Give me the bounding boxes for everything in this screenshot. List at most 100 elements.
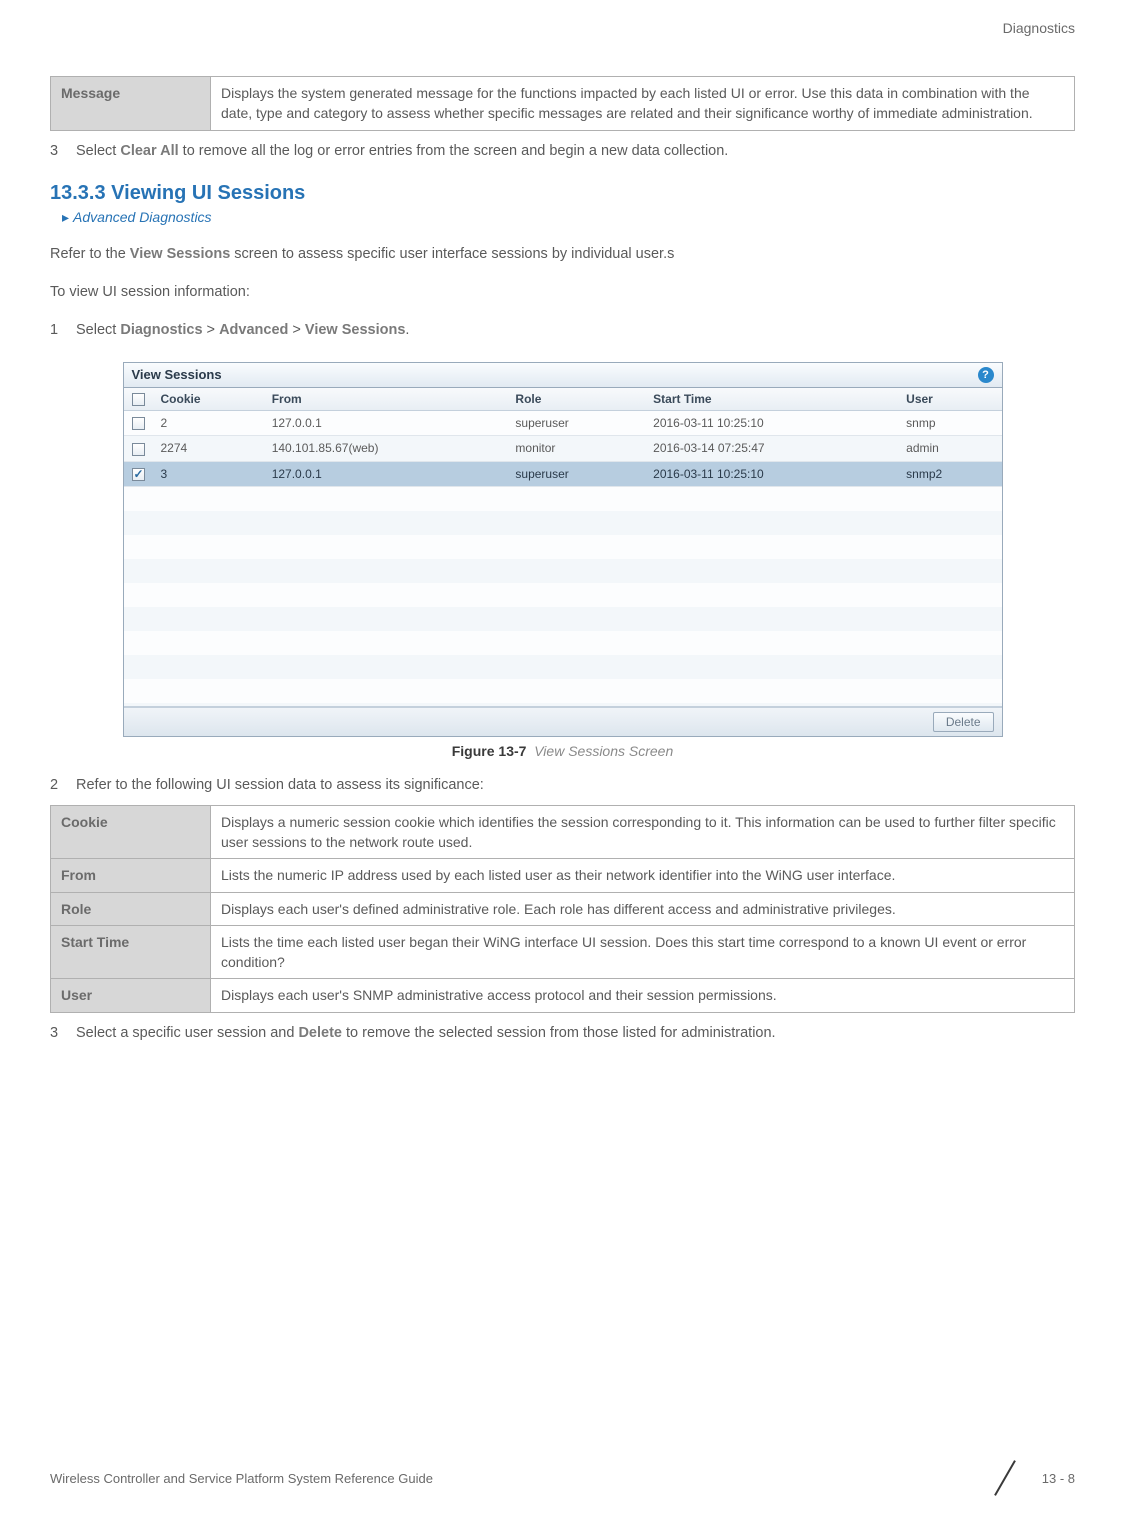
row-checkbox-cell[interactable] bbox=[124, 436, 153, 461]
row-checkbox-cell[interactable] bbox=[124, 461, 153, 486]
message-desc: Displays the system generated message fo… bbox=[211, 77, 1075, 131]
intro-paragraph-2: To view UI session information: bbox=[50, 282, 1075, 304]
checkbox-header[interactable] bbox=[124, 388, 153, 411]
message-table: Message Displays the system generated me… bbox=[50, 76, 1075, 131]
table-row: UserDisplays each user's SNMP administra… bbox=[51, 979, 1075, 1012]
figure-title: View Sessions Screen bbox=[534, 743, 673, 759]
step-text: Refer to the following UI session data t… bbox=[76, 775, 484, 797]
message-label: Message bbox=[51, 77, 211, 131]
row-checkbox-cell[interactable] bbox=[124, 410, 153, 435]
field-label: Cookie bbox=[51, 805, 211, 859]
step-number: 3 bbox=[50, 141, 76, 163]
table-row: Start TimeLists the time each listed use… bbox=[51, 925, 1075, 979]
col-start-time[interactable]: Start Time bbox=[645, 388, 898, 411]
cell-user: snmp bbox=[898, 410, 1001, 435]
text: screen to assess specific user interface… bbox=[230, 246, 674, 262]
text: Refer to the bbox=[50, 246, 130, 262]
checkbox-icon bbox=[132, 393, 145, 406]
field-label: Role bbox=[51, 892, 211, 925]
view-sessions-label: View Sessions bbox=[130, 246, 230, 262]
cell-cookie: 3 bbox=[153, 461, 264, 486]
col-role[interactable]: Role bbox=[507, 388, 645, 411]
window-titlebar: View Sessions ? bbox=[124, 363, 1002, 388]
cell-user: snmp2 bbox=[898, 461, 1001, 486]
field-desc: Lists the time each listed user began th… bbox=[211, 925, 1075, 979]
cell-cookie: 2274 bbox=[153, 436, 264, 461]
slash-icon bbox=[984, 1462, 1034, 1494]
field-label: Start Time bbox=[51, 925, 211, 979]
field-label: From bbox=[51, 859, 211, 892]
step-3-clear-all: 3 Select Clear All to remove all the log… bbox=[50, 141, 1075, 163]
cell-start: 2016-03-11 10:25:10 bbox=[645, 410, 898, 435]
step-text: Select a specific user session and Delet… bbox=[76, 1023, 776, 1045]
step-1: 1 Select Diagnostics > Advanced > View S… bbox=[50, 320, 1075, 342]
text: > bbox=[288, 322, 305, 338]
page-number: 13 - 8 bbox=[1042, 1471, 1075, 1486]
text: > bbox=[203, 322, 220, 338]
field-desc: Displays each user's defined administrat… bbox=[211, 892, 1075, 925]
step-3-delete: 3 Select a specific user session and Del… bbox=[50, 1023, 1075, 1045]
step-number: 1 bbox=[50, 320, 76, 342]
checkbox-icon bbox=[132, 468, 145, 481]
cell-from: 127.0.0.1 bbox=[264, 461, 508, 486]
step-number: 2 bbox=[50, 775, 76, 797]
step-2: 2 Refer to the following UI session data… bbox=[50, 775, 1075, 797]
field-label: User bbox=[51, 979, 211, 1012]
window-title: View Sessions bbox=[132, 367, 222, 382]
text: to remove the selected session from thos… bbox=[342, 1025, 776, 1041]
nav-advanced: Advanced bbox=[219, 322, 288, 338]
cell-start: 2016-03-14 07:25:47 bbox=[645, 436, 898, 461]
step-text: Select Clear All to remove all the log o… bbox=[76, 141, 728, 163]
text: Select a specific user session and bbox=[76, 1025, 298, 1041]
cell-from: 140.101.85.67(web) bbox=[264, 436, 508, 461]
text: . bbox=[405, 322, 409, 338]
nav-diagnostics: Diagnostics bbox=[120, 322, 202, 338]
delete-button[interactable]: Delete bbox=[933, 712, 994, 732]
field-desc: Displays a numeric session cookie which … bbox=[211, 805, 1075, 859]
view-sessions-screenshot: View Sessions ? Cookie From Role Start T… bbox=[123, 362, 1003, 737]
clear-all-label: Clear All bbox=[120, 143, 178, 159]
table-row: Message Displays the system generated me… bbox=[51, 77, 1075, 131]
table-header-row: Cookie From Role Start Time User bbox=[124, 388, 1002, 411]
text: Select bbox=[76, 322, 120, 338]
checkbox-icon bbox=[132, 443, 145, 456]
step-text: Select Diagnostics > Advanced > View Ses… bbox=[76, 320, 409, 342]
table-row[interactable]: 3127.0.0.1superuser2016-03-11 10:25:10sn… bbox=[124, 461, 1002, 486]
breadcrumb: Advanced Diagnostics bbox=[62, 209, 1075, 226]
table-footer: Delete bbox=[124, 707, 1002, 736]
section-heading: 13.3.3 Viewing UI Sessions bbox=[50, 182, 1075, 205]
text: to remove all the log or error entries f… bbox=[179, 143, 729, 159]
sessions-table: Cookie From Role Start Time User 2127.0.… bbox=[124, 388, 1002, 487]
delete-label: Delete bbox=[298, 1025, 342, 1041]
field-table: CookieDisplays a numeric session cookie … bbox=[50, 805, 1075, 1013]
page-footer: Wireless Controller and Service Platform… bbox=[50, 1462, 1075, 1494]
field-desc: Lists the numeric IP address used by eac… bbox=[211, 859, 1075, 892]
intro-paragraph: Refer to the View Sessions screen to ass… bbox=[50, 244, 1075, 266]
help-icon[interactable]: ? bbox=[978, 367, 994, 383]
table-row: FromLists the numeric IP address used by… bbox=[51, 859, 1075, 892]
cell-from: 127.0.0.1 bbox=[264, 410, 508, 435]
col-from[interactable]: From bbox=[264, 388, 508, 411]
checkbox-icon bbox=[132, 417, 145, 430]
figure-caption: Figure 13-7 View Sessions Screen bbox=[50, 743, 1075, 759]
page-header-section: Diagnostics bbox=[50, 20, 1075, 36]
cell-user: admin bbox=[898, 436, 1001, 461]
cell-start: 2016-03-11 10:25:10 bbox=[645, 461, 898, 486]
cell-role: superuser bbox=[507, 461, 645, 486]
table-row[interactable]: 2274140.101.85.67(web)monitor2016-03-14 … bbox=[124, 436, 1002, 461]
table-row[interactable]: 2127.0.0.1superuser2016-03-11 10:25:10sn… bbox=[124, 410, 1002, 435]
step-number: 3 bbox=[50, 1023, 76, 1045]
table-row: CookieDisplays a numeric session cookie … bbox=[51, 805, 1075, 859]
field-desc: Displays each user's SNMP administrative… bbox=[211, 979, 1075, 1012]
text: Select bbox=[76, 143, 120, 159]
cell-cookie: 2 bbox=[153, 410, 264, 435]
col-cookie[interactable]: Cookie bbox=[153, 388, 264, 411]
table-row: RoleDisplays each user's defined adminis… bbox=[51, 892, 1075, 925]
nav-view-sessions: View Sessions bbox=[305, 322, 405, 338]
footer-right: 13 - 8 bbox=[984, 1462, 1075, 1494]
footer-title: Wireless Controller and Service Platform… bbox=[50, 1471, 433, 1486]
cell-role: monitor bbox=[507, 436, 645, 461]
figure-label: Figure 13-7 bbox=[452, 743, 527, 759]
empty-rows-area bbox=[124, 487, 1002, 707]
col-user[interactable]: User bbox=[898, 388, 1001, 411]
